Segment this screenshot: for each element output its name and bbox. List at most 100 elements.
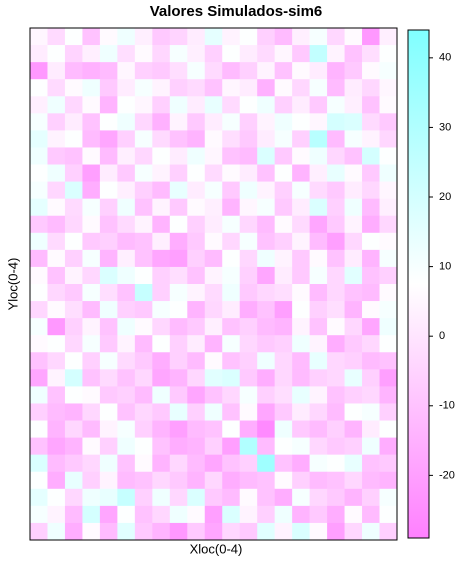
heat-cell	[257, 164, 275, 182]
heat-cell	[257, 45, 275, 63]
heat-cell	[187, 369, 206, 387]
heat-cell	[82, 318, 101, 336]
heat-cell	[30, 198, 48, 217]
heat-cell	[64, 284, 83, 302]
heat-cell	[327, 420, 345, 438]
heat-cell	[239, 96, 258, 114]
heat-cell	[344, 284, 363, 302]
heat-cell	[309, 335, 328, 353]
heat-cell	[257, 420, 275, 438]
heat-cell	[362, 266, 380, 285]
heat-cell	[99, 284, 118, 302]
heat-cell	[134, 198, 153, 217]
heat-cell	[99, 471, 118, 490]
heat-cell	[344, 62, 363, 80]
heat-cell	[309, 181, 328, 199]
heat-cell	[117, 45, 136, 63]
heat-cell	[187, 318, 206, 336]
heat-cell	[344, 437, 363, 455]
heat-cell	[239, 386, 258, 404]
heat-cell	[169, 505, 188, 524]
heat-cell	[117, 113, 136, 131]
heat-cell	[379, 420, 398, 438]
heat-cell	[379, 266, 398, 285]
heat-cell	[82, 437, 101, 455]
heat-cell	[257, 522, 275, 541]
heat-cell	[30, 147, 48, 165]
heat-cell	[239, 181, 258, 199]
heat-cell	[187, 352, 206, 370]
heat-cell	[169, 420, 188, 438]
heat-cell	[309, 318, 328, 336]
heat-cell	[152, 471, 171, 490]
heat-cell	[169, 130, 188, 148]
heat-cell	[30, 420, 48, 438]
heat-cell	[99, 335, 118, 353]
heat-cell	[257, 266, 275, 285]
heat-cell	[379, 471, 398, 490]
heat-cell	[274, 369, 293, 387]
heat-cell	[64, 352, 83, 370]
heat-cell	[257, 437, 275, 455]
heat-cell	[134, 215, 153, 234]
heat-cell	[134, 488, 153, 507]
heat-cell	[292, 488, 310, 507]
heat-cell	[257, 232, 275, 251]
heat-cell	[152, 28, 171, 46]
heat-cell	[117, 403, 136, 421]
key-tick-label: 40	[439, 52, 451, 64]
heat-cell	[99, 198, 118, 217]
heat-cell	[239, 28, 258, 46]
heat-cell	[379, 488, 398, 507]
heat-cell	[292, 335, 310, 353]
heat-cell	[344, 352, 363, 370]
heat-cell	[362, 335, 380, 353]
heat-cell	[309, 147, 328, 165]
heat-cell	[204, 352, 223, 370]
heat-cell	[309, 471, 328, 490]
heat-cell	[379, 130, 398, 148]
heat-cell	[257, 249, 275, 268]
heat-cell	[99, 488, 118, 507]
heat-cell	[292, 352, 310, 370]
heat-cell	[344, 369, 363, 387]
heat-cell	[204, 62, 223, 80]
heat-cell	[362, 45, 380, 63]
heat-cell	[82, 266, 101, 285]
heat-cell	[222, 505, 241, 524]
heat-cell	[187, 454, 206, 473]
heat-cell	[134, 113, 153, 131]
heat-cell	[257, 28, 275, 46]
heat-cell	[64, 488, 83, 507]
heat-cell	[64, 181, 83, 199]
heat-cell	[222, 147, 241, 165]
heat-cell	[344, 45, 363, 63]
heat-cell	[64, 522, 83, 541]
heat-cell	[344, 130, 363, 148]
heat-cell	[117, 437, 136, 455]
heat-cell	[257, 181, 275, 199]
heat-cell	[47, 198, 66, 217]
heat-cell	[99, 403, 118, 421]
heat-cell	[117, 386, 136, 404]
heat-cell	[134, 181, 153, 199]
heat-cell	[30, 96, 48, 114]
heat-cell	[309, 386, 328, 404]
heat-cell	[379, 249, 398, 268]
heat-cell	[169, 113, 188, 131]
heat-cell	[169, 215, 188, 234]
heat-cell	[379, 318, 398, 336]
heat-cell	[362, 318, 380, 336]
heat-cell	[187, 164, 206, 182]
heat-cell	[327, 62, 345, 80]
heat-cell	[134, 301, 153, 319]
heat-cell	[99, 352, 118, 370]
heat-cell	[327, 488, 345, 507]
heat-cell	[169, 352, 188, 370]
heat-cell	[327, 284, 345, 302]
heat-cell	[117, 232, 136, 251]
heat-cell	[64, 420, 83, 438]
heat-cell	[187, 147, 206, 165]
heat-cell	[99, 232, 118, 251]
heat-cell	[82, 403, 101, 421]
